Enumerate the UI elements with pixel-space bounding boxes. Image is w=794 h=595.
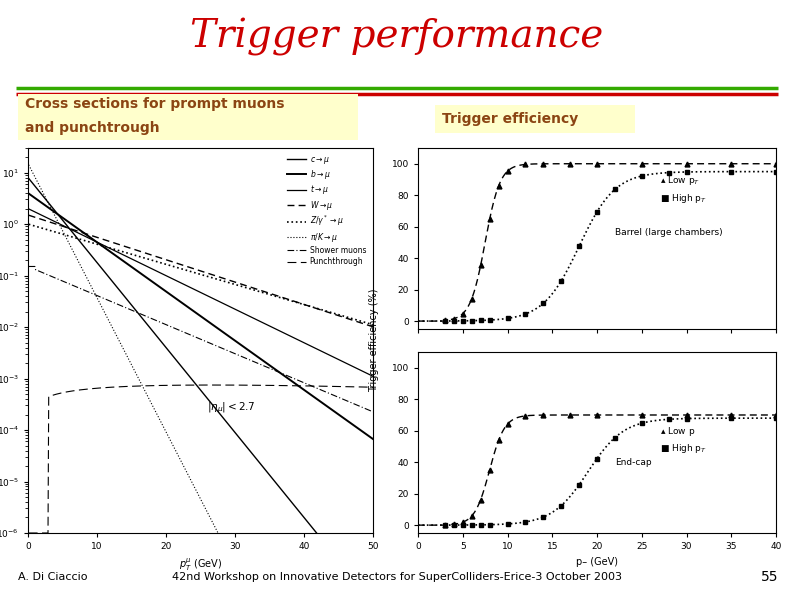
Text: $\blacksquare$ High p$_T$: $\blacksquare$ High p$_T$ [660,442,707,455]
Text: Barrel (large chambers): Barrel (large chambers) [615,227,723,237]
Text: $\blacktriangle$ Low p: $\blacktriangle$ Low p [660,425,695,438]
X-axis label: $p_T^\mu$ (GeV): $p_T^\mu$ (GeV) [179,556,222,573]
Text: 55: 55 [761,570,778,584]
Text: Trigger efficiency (%): Trigger efficiency (%) [369,289,380,392]
FancyBboxPatch shape [18,94,358,140]
Text: Trigger performance: Trigger performance [191,18,603,56]
Text: Trigger efficiency: Trigger efficiency [442,112,578,126]
Text: $|\eta_\mu| < 2.7$: $|\eta_\mu| < 2.7$ [207,400,256,415]
Text: $\blacktriangle$ Low p$_T$: $\blacktriangle$ Low p$_T$ [660,174,700,187]
Text: $\blacksquare$ High p$_T$: $\blacksquare$ High p$_T$ [660,193,707,205]
Text: and punchtrough: and punchtrough [25,121,160,135]
Text: 42nd Workshop on Innovative Detectors for SuperColliders-Erice-3 October 2003: 42nd Workshop on Innovative Detectors fo… [172,572,622,582]
Legend: $c \rightarrow \mu$, $b \rightarrow \mu$, $t \rightarrow \mu$, $W \rightarrow \m: $c \rightarrow \mu$, $b \rightarrow \mu$… [283,152,369,270]
Text: A. Di Ciaccio: A. Di Ciaccio [18,572,87,582]
X-axis label: p– (GeV): p– (GeV) [576,556,618,566]
Text: End-cap: End-cap [615,458,652,467]
Text: Cross sections for prompt muons: Cross sections for prompt muons [25,97,284,111]
FancyBboxPatch shape [435,105,635,133]
